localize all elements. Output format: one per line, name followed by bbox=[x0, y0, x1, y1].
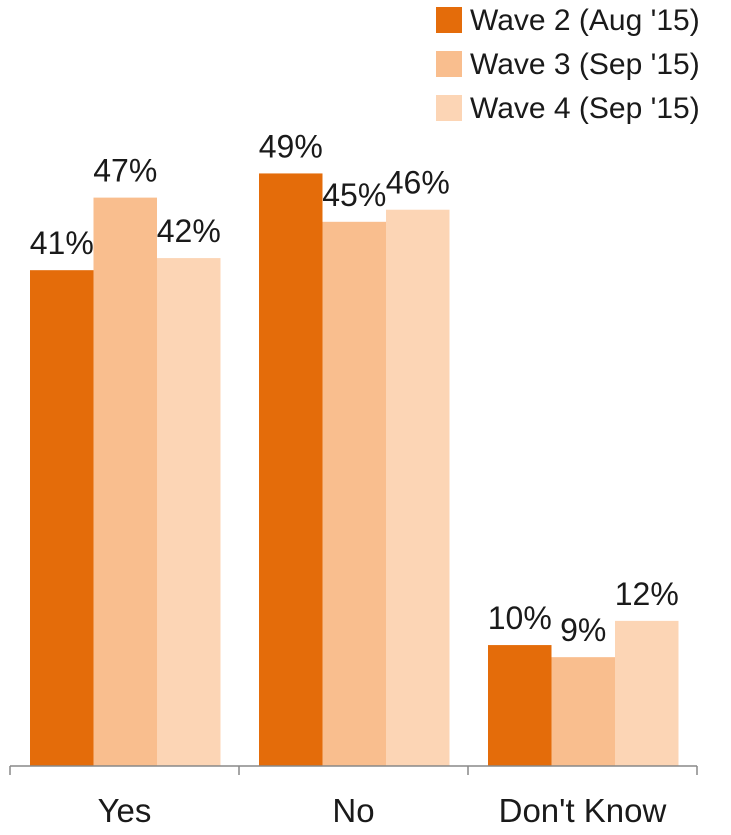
x-tick-label: No bbox=[332, 792, 374, 829]
bar-don-t-know-series-3 bbox=[615, 620, 679, 766]
data-label: 47% bbox=[93, 153, 157, 189]
bar-no-series-1 bbox=[259, 173, 323, 766]
legend-swatch bbox=[436, 51, 462, 77]
legend-label: Wave 3 (Sep '15) bbox=[470, 48, 700, 81]
x-tick-label: Don't Know bbox=[499, 792, 667, 829]
legend: Wave 2 (Aug '15) Wave 3 (Sep '15) Wave 4 (… bbox=[436, 4, 700, 125]
bar-yes-series-2 bbox=[93, 197, 157, 766]
bar-yes-series-1 bbox=[30, 270, 94, 766]
legend-swatch bbox=[436, 95, 462, 121]
bars-layer bbox=[30, 173, 679, 767]
legend-label: Wave 4 (Sep '15) bbox=[470, 92, 700, 125]
data-label: 12% bbox=[615, 576, 679, 612]
bar-yes-series-3 bbox=[157, 258, 221, 766]
legend-swatch bbox=[436, 7, 462, 33]
data-label: 41% bbox=[30, 225, 94, 261]
data-label: 46% bbox=[386, 165, 450, 201]
data-label: 10% bbox=[488, 600, 552, 636]
x-tick-label: Yes bbox=[98, 792, 152, 829]
bar-don-t-know-series-1 bbox=[488, 645, 552, 766]
data-label: 49% bbox=[259, 128, 323, 164]
bar-no-series-2 bbox=[322, 221, 386, 766]
data-label: 45% bbox=[322, 177, 386, 213]
bar-no-series-3 bbox=[386, 209, 450, 767]
x-axis: Yes No Don't Know bbox=[9, 765, 698, 829]
value-labels-layer: 41% 47%42% 49% 45% 46% 10% 9%12% bbox=[30, 128, 679, 648]
legend-label: Wave 2 (Aug '15) bbox=[470, 4, 700, 37]
bar-don-t-know-series-2 bbox=[551, 657, 615, 766]
data-label: 9% bbox=[560, 612, 606, 648]
data-label: 42% bbox=[157, 213, 221, 249]
